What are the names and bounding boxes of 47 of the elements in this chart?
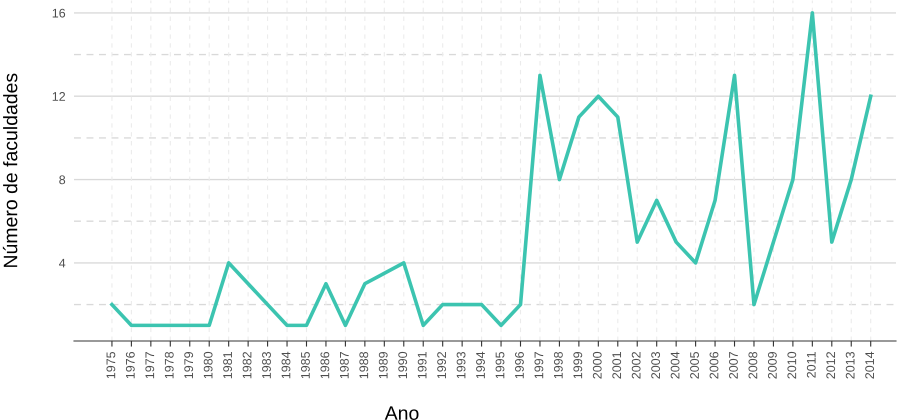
x-tick-label: 2005 xyxy=(690,352,699,379)
x-tick-label: 1981 xyxy=(223,352,232,378)
x-tick-label: 2012 xyxy=(826,352,836,379)
x-tick-label: 1999 xyxy=(573,352,582,378)
x-tick-label: 1998 xyxy=(554,352,563,378)
y-axis-title: Número de faculdades xyxy=(2,74,18,267)
x-tick-label: 1990 xyxy=(398,352,408,378)
x-tick-label: 1994 xyxy=(476,352,485,378)
x-axis-title: Ano xyxy=(384,406,418,420)
x-tick-label: 1993 xyxy=(456,352,466,378)
x-tick-label: 2008 xyxy=(748,352,758,379)
x-tick-label: 1997 xyxy=(534,352,544,378)
x-tick-label: 1977 xyxy=(145,352,154,378)
x-tick-label: 1983 xyxy=(262,352,271,378)
x-tick-label: 1989 xyxy=(378,352,388,378)
x-tick-label: 2001 xyxy=(612,352,622,379)
x-tick-label: 1986 xyxy=(320,352,330,378)
x-tick-label: 1995 xyxy=(496,352,504,378)
x-tick-label: 2003 xyxy=(651,352,660,379)
y-tick-label: 8 xyxy=(59,175,66,184)
x-tick-label: 2013 xyxy=(846,352,855,379)
x-tick-label: 1980 xyxy=(204,352,213,378)
x-tick-label: 2000 xyxy=(592,352,602,379)
x-tick-label: 2010 xyxy=(787,352,796,379)
y-tick-label: 12 xyxy=(52,92,66,101)
x-tick-label: 1991 xyxy=(418,352,427,378)
x-tick-label: 1988 xyxy=(359,352,368,378)
x-tick-label: 1984 xyxy=(282,352,290,378)
x-tick-label: 2011 xyxy=(806,352,816,378)
x-tick-label: 1979 xyxy=(184,352,194,378)
x-tick-label: 1996 xyxy=(515,352,524,378)
x-tick-label: 1992 xyxy=(437,352,446,378)
x-tick-label: 1982 xyxy=(242,352,252,378)
x-tick-label: 2004 xyxy=(670,352,680,379)
y-tick-label: 4 xyxy=(59,258,66,268)
x-tick-label: 1975 xyxy=(106,352,116,378)
x-tick-label: 2009 xyxy=(768,352,777,379)
x-tick-label: 1976 xyxy=(126,352,135,378)
x-tick-label: 1987 xyxy=(340,352,349,378)
y-tick-label: 16 xyxy=(52,8,66,18)
x-tick-label: 2006 xyxy=(710,352,718,379)
x-tick-label: 1985 xyxy=(301,352,310,378)
x-tick-label: 2007 xyxy=(729,352,738,379)
x-tick-label: 2014 xyxy=(865,352,874,379)
x-tick-label: 2002 xyxy=(632,352,641,379)
line-series xyxy=(110,11,873,328)
x-tick-label: 1978 xyxy=(164,352,174,378)
